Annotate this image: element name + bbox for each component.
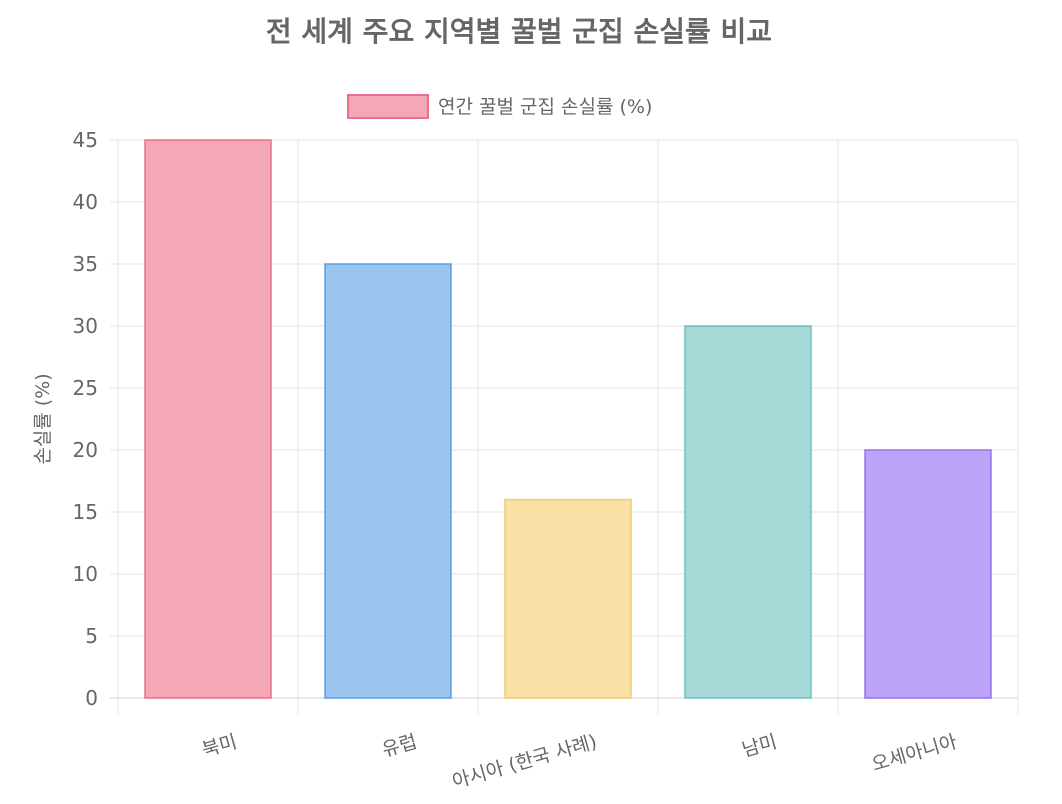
- y-tick-label: 25: [73, 376, 98, 400]
- bar[interactable]: [144, 139, 272, 699]
- bar[interactable]: [864, 449, 992, 699]
- bar[interactable]: [684, 325, 812, 699]
- y-tick-label: 40: [73, 190, 98, 214]
- x-tick-label: 유럽: [380, 731, 420, 762]
- y-tick-label: 0: [85, 686, 98, 710]
- y-tick-label: 30: [73, 314, 98, 338]
- x-tick-label: 아시아 (한국 사례): [450, 731, 600, 793]
- y-axis-label: 손실률 (%): [32, 373, 54, 464]
- bars: [144, 139, 992, 699]
- y-axis-ticks: 0 5 10 15 20 25 30 35 40 45: [73, 128, 98, 710]
- x-tick-label: 오세아니아: [869, 731, 959, 776]
- legend-label: 연간 꿀벌 군집 손실률 (%): [438, 96, 652, 118]
- y-tick-label: 5: [85, 624, 98, 648]
- y-tick-label: 15: [73, 500, 98, 524]
- legend-swatch: [347, 94, 429, 119]
- y-tick-label: 45: [73, 128, 98, 152]
- legend[interactable]: 연간 꿀벌 군집 손실률 (%): [347, 94, 652, 119]
- x-axis-ticks: 북미 유럽 아시아 (한국 사례) 남미 오세아니아: [200, 731, 960, 793]
- y-tick-label: 20: [73, 438, 98, 462]
- chart-title: 전 세계 주요 지역별 꿀벌 군집 손실률 비교: [266, 15, 772, 48]
- x-tick-label: 북미: [200, 731, 240, 762]
- y-tick-label: 35: [73, 252, 98, 276]
- x-tick-label: 남미: [740, 731, 780, 762]
- y-tick-label: 10: [73, 562, 98, 586]
- bar[interactable]: [504, 498, 632, 699]
- bar[interactable]: [324, 263, 452, 699]
